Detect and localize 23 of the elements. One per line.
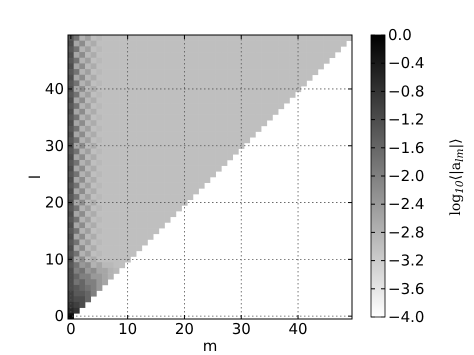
color-bar-label: −3.2 xyxy=(388,252,424,270)
color-bar-label: −4.0 xyxy=(388,308,424,326)
y-tick-label: 10 xyxy=(44,250,64,268)
x-tick-label: 10 xyxy=(118,320,138,338)
x-tick-label: 30 xyxy=(232,320,251,338)
x-axis-title: m xyxy=(202,337,218,355)
color-bar-label: −2.4 xyxy=(388,195,424,214)
color-bar-label: −0.4 xyxy=(388,54,424,72)
color-bar-label: −2.8 xyxy=(388,223,424,242)
color-bar-label: −3.6 xyxy=(388,280,424,298)
color-bar-label: −1.6 xyxy=(388,138,424,157)
x-tick-label: 40 xyxy=(288,320,308,338)
y-tick-label: 40 xyxy=(44,80,64,98)
y-tick-label: 0 xyxy=(54,307,64,326)
color-bar-label: 0.0 xyxy=(388,26,412,44)
x-tick-label: 0 xyxy=(66,320,76,338)
color-bar-label: −2.0 xyxy=(388,167,424,185)
y-tick-label: 30 xyxy=(44,136,64,155)
x-tick-label: 20 xyxy=(174,320,194,338)
y-axis-title: l xyxy=(26,174,44,180)
color-bar-label: −1.2 xyxy=(388,110,424,129)
y-tick-label: 20 xyxy=(44,194,64,212)
color-bar-label: −0.8 xyxy=(388,82,424,100)
